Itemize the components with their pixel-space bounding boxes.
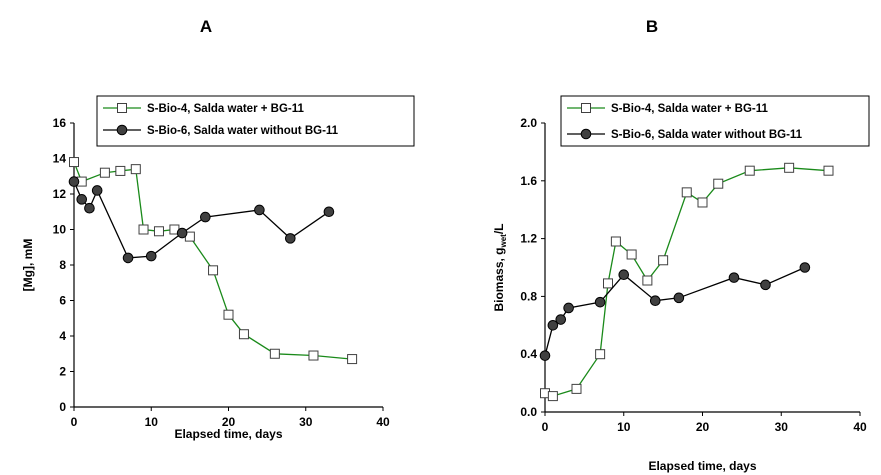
x-tick-label: 0 <box>542 420 549 434</box>
data-point-s2 <box>649 295 661 307</box>
y-tick-label: 1.2 <box>520 232 537 246</box>
x-tick-label: 30 <box>775 420 789 434</box>
data-point-s2 <box>285 233 296 244</box>
y-tick-label: 16 <box>53 116 67 130</box>
legend-box <box>96 95 415 147</box>
x-tick-label: 10 <box>145 415 159 429</box>
data-point-s1 <box>269 348 280 359</box>
legend-marker <box>117 103 127 113</box>
panel-label-b: B <box>646 17 658 36</box>
data-point-s2 <box>84 202 95 214</box>
data-point-s1 <box>681 187 692 198</box>
x-tick-label: 0 <box>71 415 78 429</box>
data-point-s1 <box>642 275 653 286</box>
legend-marker <box>116 124 128 136</box>
data-point-s1 <box>697 197 708 208</box>
y-tick-label: 2.0 <box>520 116 537 130</box>
chart-panel-a: 0 2 4 6 8 10 12 14 16 0 10 20 30 40 Elapsed time, days… <box>21 95 415 441</box>
x-tick-label: 30 <box>299 415 313 429</box>
y-axis-title: [Mg], mM <box>21 239 35 292</box>
data-point-s1 <box>603 278 613 289</box>
data-point-s1 <box>153 226 164 237</box>
x-tick-label: 40 <box>853 420 867 434</box>
data-point-s1 <box>115 165 126 176</box>
data-point-s2 <box>323 206 335 218</box>
data-point-s1 <box>138 224 149 235</box>
data-point-s1 <box>69 157 79 168</box>
data-point-s1 <box>347 354 358 365</box>
legend-box <box>560 95 870 147</box>
data-point-s1 <box>547 391 558 402</box>
data-point-s2 <box>728 272 740 283</box>
y-tick-label: 6 <box>59 294 66 308</box>
data-point-s1 <box>823 165 834 176</box>
data-point-s1 <box>610 236 621 247</box>
legend-entry: S-Bio-6, Salda water without BG-11 <box>147 125 339 137</box>
y-tick-label: 0.4 <box>520 347 537 361</box>
x-tick-label: 10 <box>617 420 631 434</box>
data-point-s2 <box>547 320 559 331</box>
data-point-s2 <box>673 292 685 304</box>
data-point-s1 <box>713 178 724 189</box>
legend-entry: S-Bio-6, Salda water without BG-11 <box>611 129 803 141</box>
data-point-s2 <box>563 302 574 314</box>
data-point-s2 <box>200 211 211 223</box>
data-point-s2 <box>91 185 103 196</box>
y-tick-label: 14 <box>53 152 67 166</box>
data-point-s2 <box>76 194 88 205</box>
data-point-s1 <box>130 164 141 175</box>
data-point-s2 <box>68 176 80 187</box>
data-point-s1 <box>626 249 637 260</box>
y-tick-label: 4 <box>59 329 66 343</box>
y-tick-label: 10 <box>53 223 67 237</box>
y-tick-label: 2 <box>59 365 66 379</box>
series-line-1 <box>73 161 353 360</box>
legend-marker <box>580 128 592 140</box>
data-point-s2 <box>176 227 188 239</box>
x-tick-label: 40 <box>376 415 390 429</box>
legend-entry: S-Bio-4, Salda water + BG-11 <box>611 103 769 115</box>
data-point-s2 <box>555 314 567 325</box>
data-point-s1 <box>99 167 110 178</box>
data-point-s2 <box>760 279 771 291</box>
series-line-1 <box>544 167 829 397</box>
data-point-s1 <box>238 329 249 340</box>
data-point-s2 <box>254 204 265 216</box>
y-tick-label: 0.8 <box>520 289 537 303</box>
y-axis-title-tail: /L <box>492 223 506 234</box>
x-tick-label: 20 <box>696 420 710 434</box>
data-point-s2 <box>539 350 551 361</box>
y-tick-label: 12 <box>53 187 67 201</box>
panel-label-a: A <box>200 17 212 36</box>
data-point-s1 <box>308 350 319 361</box>
x-axis-title: Elapsed time, days <box>174 427 282 441</box>
data-point-s1 <box>208 265 219 276</box>
y-tick-label: 8 <box>59 258 66 272</box>
data-point-s2 <box>122 252 134 264</box>
y-axis-title-subscript: wet <box>499 234 508 249</box>
data-point-s1 <box>658 255 669 266</box>
x-tick-label: 20 <box>222 415 236 429</box>
data-point-s1 <box>784 162 795 173</box>
y-axis-title: Biomass, gwet/L <box>492 223 508 311</box>
data-point-s2 <box>145 250 157 262</box>
legend-marker <box>581 103 591 113</box>
data-point-s2 <box>594 296 606 308</box>
x-axis-title: Elapsed time, days <box>648 459 756 473</box>
data-point-s1 <box>744 165 755 176</box>
y-tick-label: 0.0 <box>520 405 537 419</box>
data-point-s1 <box>595 349 606 360</box>
chart-panel-b: 0.0 0.4 0.8 1.2 1.6 2.0 0 10 20 30 40 Elapsed time,… <box>492 95 870 473</box>
data-point-s2 <box>618 269 630 281</box>
data-point-s2 <box>799 262 811 273</box>
data-point-s1 <box>223 309 234 320</box>
legend-entry: S-Bio-4, Salda water + BG-11 <box>147 103 305 115</box>
y-tick-label: 1.6 <box>520 174 537 188</box>
data-point-s1 <box>571 383 582 394</box>
y-tick-label: 0 <box>59 400 66 414</box>
